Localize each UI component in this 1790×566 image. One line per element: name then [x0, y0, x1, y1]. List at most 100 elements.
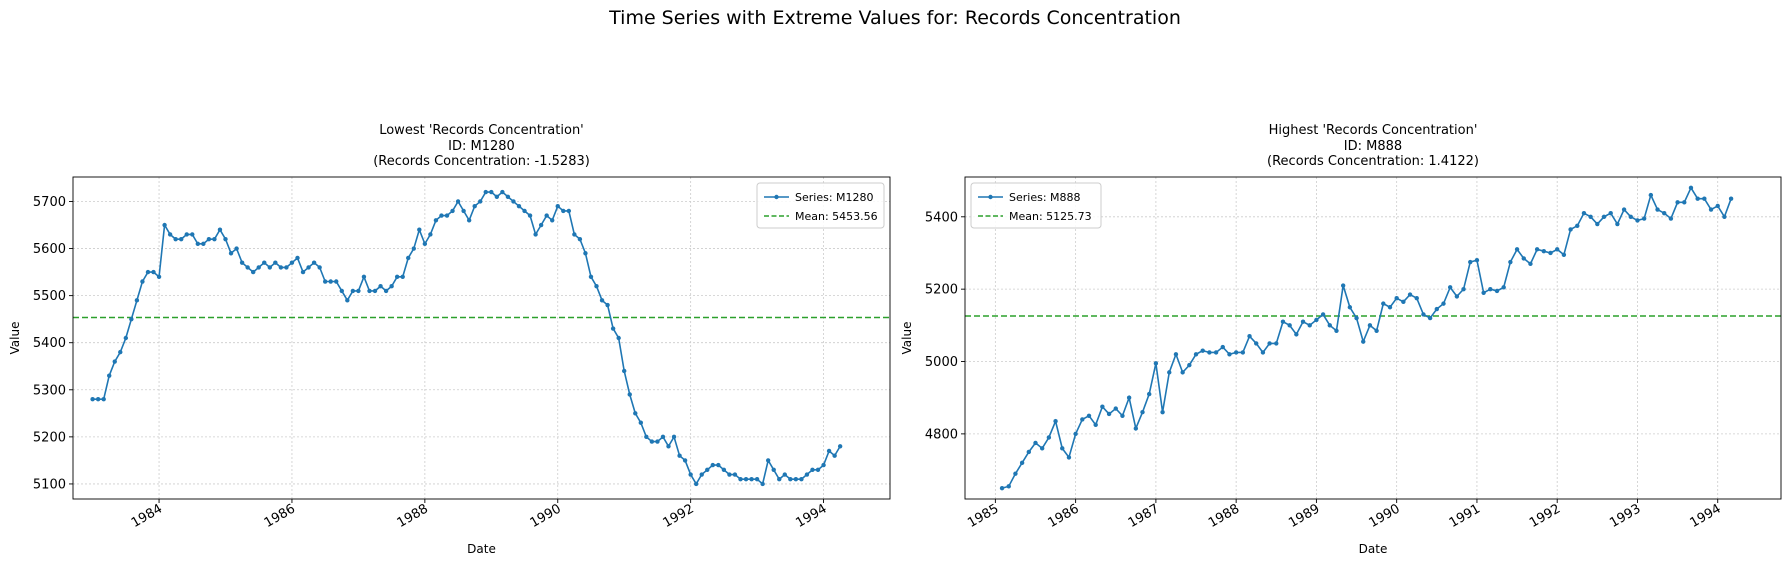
- right-data-point: [1621, 207, 1627, 212]
- right-x-tick-label: 1993: [1607, 501, 1643, 531]
- left-y-tick-label: 5200: [33, 430, 66, 445]
- left-data-point: [622, 368, 627, 374]
- right-data-point: [1180, 370, 1185, 375]
- right-data-point: [1026, 449, 1032, 455]
- left-data-point: [334, 279, 339, 284]
- left-data-point: [289, 260, 295, 265]
- left-data-point: [743, 477, 749, 482]
- right-data-point: [1514, 247, 1520, 252]
- right-title-line-3: (Records Concentration: 1.4122): [1267, 154, 1479, 169]
- right-data-point: [1207, 350, 1212, 355]
- left-grid: [73, 177, 890, 499]
- right-data-point: [1167, 370, 1172, 375]
- right-data-point: [1595, 221, 1600, 227]
- right-data-point: [1675, 200, 1680, 205]
- left-data-point: [262, 260, 267, 265]
- left-data-point: [627, 392, 632, 397]
- right-data-point: [1715, 203, 1720, 209]
- left-legend-mean-label: Mean: 5453.56: [795, 210, 878, 223]
- left-data-point: [345, 298, 350, 303]
- left-data-point: [317, 265, 322, 270]
- right-data-point: [1548, 250, 1553, 256]
- left-data-point: [799, 477, 804, 482]
- right-data-point: [1006, 484, 1011, 489]
- left-data-point: [217, 227, 223, 232]
- left-data-point: [306, 265, 311, 270]
- right-data-point: [1454, 294, 1460, 299]
- right-data-point: [1421, 312, 1426, 317]
- left-axes-frame: [72, 176, 891, 500]
- right-legend-series-marker: [988, 194, 993, 200]
- left-data-point: [610, 326, 616, 331]
- left-data-point: [660, 434, 666, 440]
- left-data-point: [284, 265, 289, 270]
- right-data-point: [1641, 216, 1647, 221]
- left-data-point: [167, 232, 173, 237]
- left-data-point: [179, 236, 184, 242]
- left-data-point: [804, 472, 810, 477]
- right-data-point: [1361, 339, 1366, 344]
- right-data-point: [1608, 210, 1613, 216]
- left-data-point: [411, 246, 416, 251]
- right-data-point: [1046, 435, 1052, 440]
- right-data-point: [1387, 305, 1393, 310]
- left-data-point: [594, 284, 599, 289]
- left-data-point: [655, 439, 660, 444]
- left-data-point: [267, 265, 272, 270]
- right-data-point: [1220, 344, 1225, 350]
- left-x-tick-label: 1994: [793, 501, 829, 531]
- right-data-point: [1280, 319, 1286, 324]
- right-data-point: [1427, 315, 1433, 321]
- left-data-point: [234, 246, 239, 251]
- left-data-point: [129, 316, 134, 322]
- right-data-point: [1080, 417, 1085, 422]
- left-data-point: [527, 213, 533, 218]
- right-data-point: [1414, 296, 1419, 301]
- right-y-tick-label: 4800: [925, 427, 958, 442]
- left-data-point: [173, 236, 178, 242]
- right-data-point: [1434, 306, 1440, 312]
- left-data-point: [522, 208, 527, 214]
- left-data-point: [644, 434, 649, 440]
- left-data-point: [90, 397, 95, 402]
- right-data-point: [1019, 460, 1025, 466]
- right-legend: Series: M888 Mean: 5125.73: [970, 182, 1102, 229]
- left-data-point: [782, 472, 787, 477]
- left-data-point: [677, 453, 682, 458]
- left-series-line: [92, 191, 841, 486]
- right-data-point: [1347, 305, 1353, 310]
- left-data-point: [322, 279, 328, 284]
- right-chart: 4800 5000 5200 5400 1985 1986 1987 1988 1989 1990…: [900, 176, 1782, 556]
- left-data-point: [771, 467, 776, 473]
- left-data-point: [190, 232, 195, 237]
- left-data-point: [273, 260, 278, 265]
- right-data-point: [1100, 404, 1105, 409]
- left-data-point: [682, 458, 688, 463]
- left-data-point: [433, 218, 439, 223]
- right-data-point: [1521, 256, 1526, 261]
- right-data-point: [1147, 391, 1152, 397]
- left-data-point: [788, 477, 793, 482]
- right-grid: [965, 177, 1781, 499]
- right-data-point: [1294, 332, 1299, 337]
- right-data-point: [1267, 341, 1272, 346]
- right-data-point: [1314, 317, 1319, 323]
- left-title-line-1: Lowest 'Records Concentration': [379, 123, 584, 138]
- left-data-point: [837, 444, 843, 449]
- left-x-tick-label: 1990: [528, 501, 564, 531]
- left-data-point: [145, 269, 151, 275]
- right-x-tick-label: 1991: [1447, 501, 1483, 531]
- left-title-line-2: ID: M1280: [448, 138, 515, 154]
- right-data-point: [1340, 283, 1346, 288]
- right-data-point: [1334, 328, 1339, 333]
- right-legend-series-label: Series: M888: [1009, 191, 1081, 204]
- left-data-point: [511, 199, 516, 204]
- left-data-point: [223, 236, 228, 242]
- left-x-tick-label: 1988: [395, 501, 431, 531]
- left-data-point: [134, 298, 140, 303]
- right-data-point: [1327, 323, 1332, 328]
- left-data-point: [765, 458, 771, 463]
- right-data-point: [1153, 361, 1159, 366]
- left-data-point: [599, 298, 605, 303]
- left-data-point: [466, 218, 472, 223]
